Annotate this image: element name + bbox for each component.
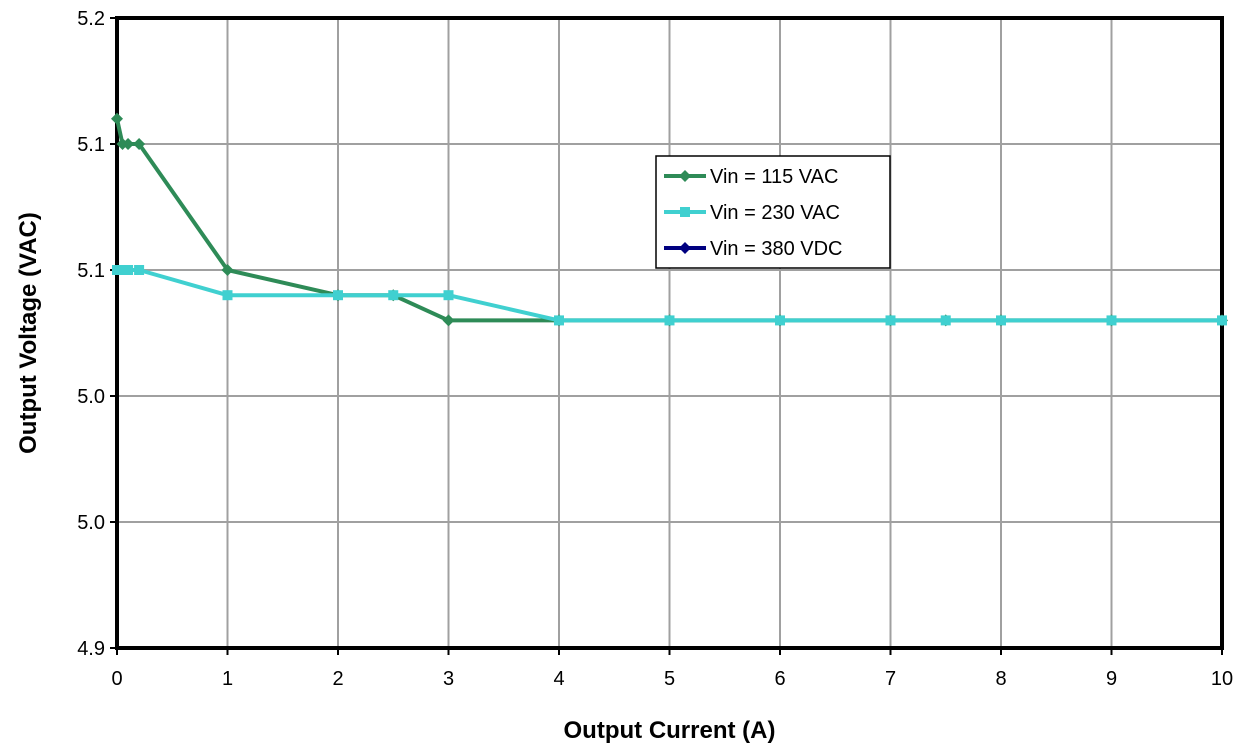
x-axis-title: Output Current (A) [564, 717, 776, 744]
data-point [1106, 315, 1117, 326]
series-layer [111, 112, 1228, 327]
x-tick-label: 0 [111, 668, 122, 690]
x-tick-label: 1 [222, 668, 233, 690]
data-point [775, 315, 785, 326]
data-point [1217, 315, 1227, 326]
legend-label: Vin = 380 VDC [710, 238, 843, 260]
x-tick-label: 8 [995, 668, 1006, 690]
data-point [123, 265, 134, 275]
data-point [442, 314, 455, 327]
y-tick-label: 5.2 [77, 8, 105, 30]
series-line [117, 268, 1222, 323]
data-point [940, 315, 951, 326]
legend-item: Vin = 380 VDC [664, 238, 843, 260]
y-axis-title: Output Voltage (VAC) [15, 212, 42, 454]
legend-swatch-marker [679, 170, 691, 182]
data-point [134, 265, 145, 275]
legend-label: Vin = 230 VAC [710, 202, 840, 224]
data-point [885, 315, 896, 326]
data-point [117, 265, 128, 275]
data-point [133, 138, 146, 150]
data-point [996, 315, 1006, 326]
data-point [222, 290, 233, 301]
data-point [111, 112, 123, 125]
legend-label: Vin = 115 VAC [710, 166, 838, 188]
x-axis-tick-labels: 0 1 2 3 4 5 6 7 8 9 10 [111, 648, 1233, 690]
x-tick-label: 2 [332, 668, 343, 690]
data-point [443, 290, 454, 301]
data-point [333, 290, 343, 301]
y-tick-label: 5.1 [77, 260, 105, 282]
y-tick-label: 4.9 [77, 638, 105, 660]
legend-swatch-marker [680, 207, 690, 217]
legend-item: Vin = 230 VAC [664, 202, 840, 224]
x-tick-label: 4 [553, 668, 564, 690]
y-tick-label: 5.0 [77, 386, 105, 408]
data-point [388, 290, 399, 301]
legend: Vin = 115 VAC Vin = 230 VAC Vin = 380 VDC [655, 155, 891, 269]
x-tick-label: 9 [1106, 668, 1117, 690]
data-point [221, 264, 234, 276]
data-point [554, 315, 564, 326]
y-tick-label: 5.1 [77, 134, 105, 156]
series-2 [112, 265, 1227, 326]
x-tick-label: 7 [885, 668, 896, 690]
x-tick-label: 10 [1211, 668, 1233, 690]
y-axis-tick-labels: 4.9 5.0 5.0 5.1 5.1 5.2 [77, 8, 117, 660]
legend-item: Vin = 115 VAC [664, 166, 838, 188]
data-point [112, 265, 122, 275]
x-tick-label: 5 [664, 668, 675, 690]
legend-swatch-marker [679, 242, 691, 254]
data-point [122, 138, 135, 150]
y-tick-label: 5.0 [77, 512, 105, 534]
x-tick-label: 3 [443, 668, 454, 690]
data-point [664, 315, 675, 326]
x-tick-label: 6 [774, 668, 785, 690]
